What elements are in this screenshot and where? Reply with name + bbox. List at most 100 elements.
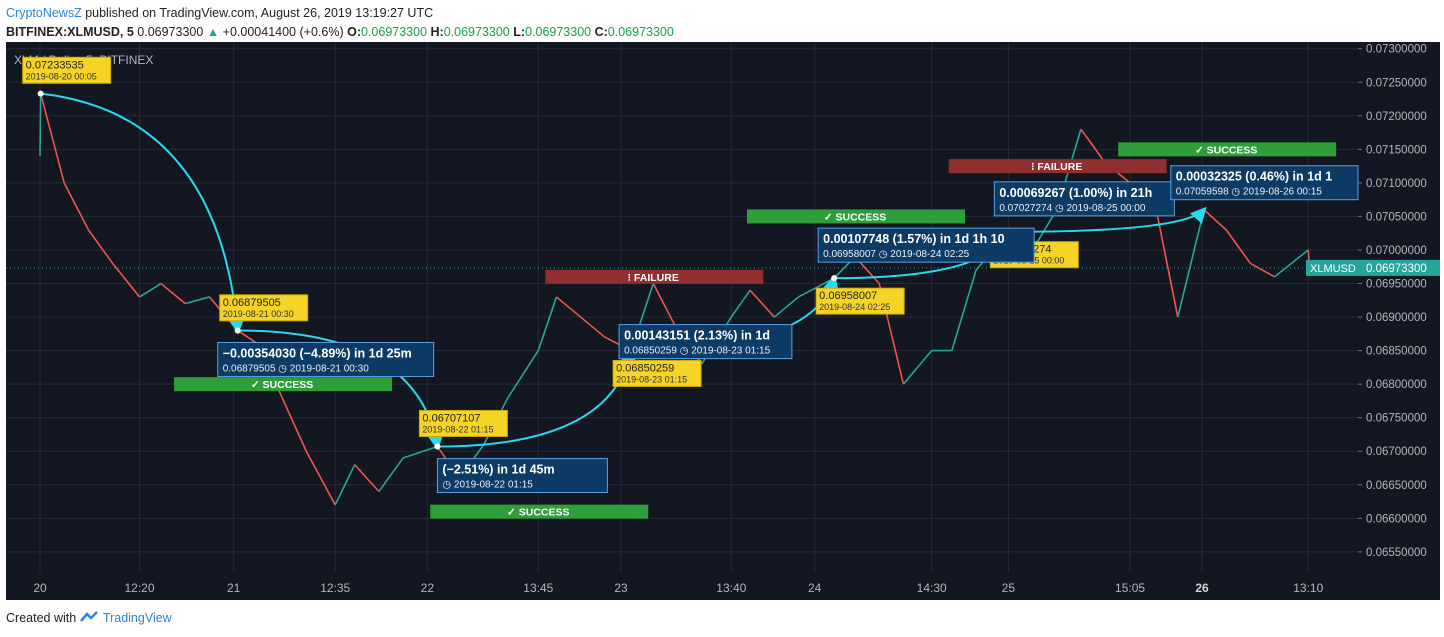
failure-badge: ⁝ FAILURE — [948, 159, 1167, 174]
measurement-change: 0.00032325 (0.46%) in 1d 1 — [1176, 170, 1332, 184]
price-segment — [139, 282, 162, 298]
x-tick-label: 22 — [421, 581, 435, 595]
price-label-time: 2019-08-20 00:05 — [26, 71, 97, 81]
x-tick-label: 20 — [33, 581, 47, 595]
price-segment — [1152, 196, 1179, 318]
measurement-box-bg — [993, 181, 1175, 217]
price-label-box — [418, 409, 508, 437]
badge-text: ✓ SUCCESS — [251, 379, 313, 391]
price-segment — [354, 464, 380, 493]
last-price-value: 0.06973300 — [1366, 263, 1427, 275]
footer: Created with TradingView — [6, 611, 172, 625]
anchor-point — [234, 327, 241, 334]
price-label-box — [22, 56, 112, 84]
measurement-box-bg — [618, 324, 793, 360]
x-tick-label: 25 — [1002, 581, 1016, 595]
price-segment — [1225, 229, 1252, 264]
measurement-box-bg — [217, 341, 435, 377]
badge-text: ✓ SUCCESS — [1195, 144, 1257, 156]
price-segment — [63, 182, 90, 231]
up-arrow-icon: ▲ — [206, 25, 220, 39]
price-segment — [160, 282, 186, 305]
y-tick-label: 0.06950000 — [1366, 279, 1427, 291]
trend-arrow — [40, 92, 245, 335]
measurement-change: 0.00107748 (1.57%) in 1d 1h 10 — [823, 232, 1004, 246]
price-label-value: 0.06707107 — [422, 412, 480, 424]
measurement-change: −0.00354030 (−4.89%) in 1d 25m — [223, 346, 412, 360]
measurement-box-bg — [817, 227, 1035, 263]
measurement-time: 0.06850259 ◷ 2019-08-23 01:15 — [624, 346, 771, 357]
badge-bg — [545, 269, 764, 284]
price-segment — [1250, 262, 1276, 278]
change-value: +0.00041400 (+0.6%) — [222, 25, 344, 39]
x-tick-label: 23 — [614, 581, 628, 595]
success-badge: ✓ SUCCESS — [1118, 142, 1337, 157]
measurement-change: 0.00143151 (2.13%) in 1d — [624, 329, 770, 343]
measurement-time: 0.07027274 ◷ 2019-08-25 00:00 — [999, 203, 1146, 214]
success-badge: ✓ SUCCESS — [747, 209, 966, 224]
y-tick-label: 0.07200000 — [1366, 111, 1427, 123]
created-with-text: Created with — [6, 611, 77, 625]
y-tick-label: 0.06700000 — [1366, 446, 1427, 458]
badge-bg — [430, 504, 649, 519]
price-segment — [39, 93, 42, 157]
plot-area — [6, 42, 1358, 572]
high-label: H: — [430, 25, 444, 39]
badge-bg — [747, 209, 966, 224]
y-tick-label: 0.06850000 — [1366, 346, 1427, 358]
x-tick-label: 13:10 — [1293, 581, 1323, 595]
measurement-time: 0.07059598 ◷ 2019-08-26 00:15 — [1176, 187, 1323, 198]
price-segment — [773, 296, 800, 318]
badge-text: ✓ SUCCESS — [507, 507, 569, 519]
x-tick-label: 13:40 — [716, 581, 746, 595]
symbol-text: BITFINEX:XLMUSD, 5 — [6, 25, 134, 39]
price-segment — [305, 450, 336, 506]
price-label-box — [815, 287, 905, 315]
price-label-value: 0.06879505 — [223, 297, 281, 309]
price-segment — [1203, 209, 1227, 231]
x-tick-label: 12:35 — [320, 581, 350, 595]
price-segment — [902, 350, 933, 385]
trend-arrow — [1008, 206, 1207, 233]
x-tick-label: 12:20 — [125, 581, 155, 595]
price-label-value: 0.06850259 — [616, 362, 674, 374]
price-label-time: 2019-08-22 01:15 — [422, 424, 493, 434]
price-label-value: 0.06958007 — [819, 290, 877, 302]
measurement-box-bg — [436, 458, 608, 494]
y-tick-label: 0.07100000 — [1366, 178, 1427, 190]
badge-bg — [948, 159, 1167, 174]
y-tick-label: 0.07050000 — [1366, 211, 1427, 223]
high-value: 0.06973300 — [443, 25, 510, 39]
y-tick-label: 0.07300000 — [1366, 44, 1427, 56]
measurement-time: 0.06879505 ◷ 2019-08-21 00:30 — [223, 363, 370, 374]
measurement-box: 0.00032325 (0.46%) in 1d 1 0.07059598 ◷ 2… — [1170, 165, 1359, 201]
x-tick-label: 15:05 — [1115, 581, 1145, 595]
y-axis-pane — [1358, 42, 1440, 572]
measurement-box: 0.00143151 (2.13%) in 1d 0.06850259 ◷ 201… — [618, 324, 793, 360]
badge-bg — [1118, 142, 1337, 157]
author-link[interactable]: CryptoNewsZ — [6, 6, 82, 20]
price-segment — [334, 464, 356, 506]
measurement-change: 0.00069267 (1.00%) in 21h — [999, 186, 1152, 200]
price-segment — [1177, 209, 1205, 318]
tradingview-link[interactable]: TradingView — [102, 611, 172, 625]
published-text: published on TradingView.com, August 26,… — [85, 6, 434, 20]
x-axis-pane — [6, 572, 1440, 600]
price-chart[interactable]: 0.07300000 0.07250000 0.07200000 0.07150000… — [0, 0, 1444, 610]
measurement-box-bg — [1170, 165, 1359, 201]
price-segment — [87, 229, 114, 264]
last-price-symbol: XLMUSD — [1310, 263, 1356, 275]
anchor-point — [37, 90, 44, 97]
measurement-time: 0.06958007 ◷ 2019-08-24 02:25 — [823, 249, 970, 260]
price-label-box — [612, 359, 702, 387]
measurement-box: −0.00354030 (−4.89%) in 1d 25m 0.06879505… — [217, 341, 435, 377]
measurement-box: (−2.51%) in 1d 45m ◷ 2019-08-22 01:15 — [436, 458, 608, 494]
last-price-box — [1306, 259, 1440, 276]
measurement-box: 0.00069267 (1.00%) in 21h 0.07027274 ◷ 20… — [993, 181, 1175, 217]
price-segment — [507, 350, 539, 399]
failure-badge: ⁝ FAILURE — [545, 269, 764, 284]
low-label: L: — [513, 25, 526, 39]
